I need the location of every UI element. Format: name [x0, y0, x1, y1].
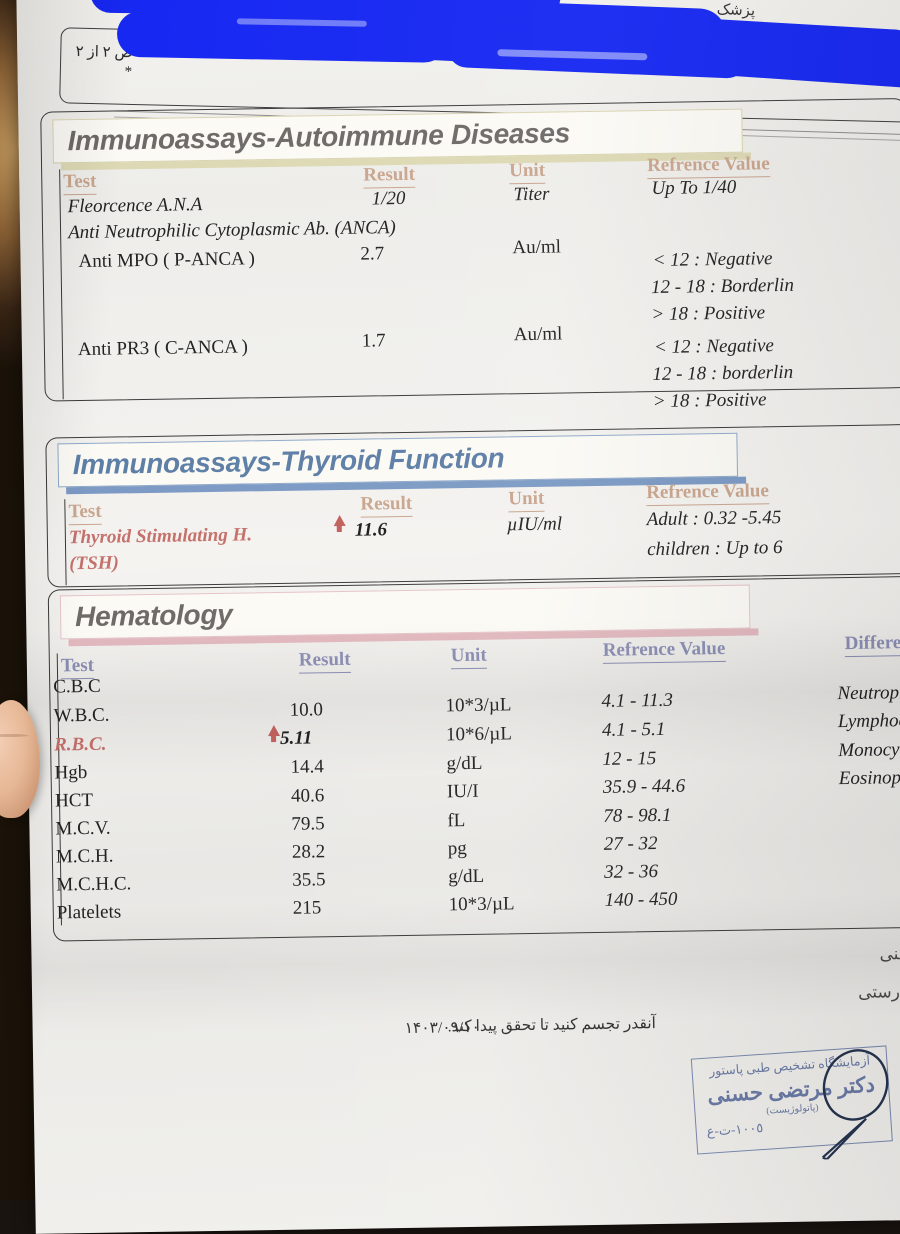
row-test: Fleorcence A.N.A	[67, 194, 203, 218]
row-differential: Monocytes	[838, 738, 900, 762]
page-indicator-label: ص ۲ از ۲	[75, 43, 133, 62]
footer-date: ۱۴۰۳/۰۹/۱۰	[404, 1018, 480, 1038]
col-head-result: Result	[360, 492, 413, 518]
row-result: 14.4	[290, 756, 324, 778]
margin-text-line2: ـدرستی	[857, 982, 900, 1002]
col-head-result: Result	[363, 163, 416, 189]
row-unit: g/dL	[448, 865, 485, 888]
row-result: 215	[292, 897, 322, 919]
row-result: 10.0	[289, 699, 324, 721]
row-test: W.B.C.	[53, 704, 110, 727]
row-reference: 4.1 - 5.1	[601, 718, 666, 741]
col-head-result: Result	[298, 648, 351, 674]
page-star: *	[124, 64, 133, 81]
row-result: 1.7	[361, 330, 386, 352]
lab-report-sheet: www.Pasteur ...teur56@yahoo.com ص ۲ از ۲…	[16, 0, 900, 1234]
row-reference: Adult : 0.32 -5.45	[646, 507, 782, 531]
row-result: 79.5	[291, 813, 325, 835]
row-result: 2.7	[360, 243, 385, 265]
row-reference: < 12 : Negative	[652, 248, 773, 272]
col-head-unit: Unit	[509, 159, 546, 185]
row-test-group: C.B.C	[53, 675, 101, 698]
doctor-fragment: پزشک	[716, 2, 756, 20]
row-test: Anti PR3 ( C-ANCA )	[77, 336, 249, 361]
row-unit: µIU/ml	[506, 513, 563, 536]
row-result: 11.6	[354, 519, 388, 541]
row-test: Platelets	[56, 901, 122, 924]
col-head-reference: Refrence Value	[602, 637, 726, 664]
section-title-thyroid: Immunoassays-Thyroid Function	[72, 442, 505, 481]
row-differential: Eosinophils	[838, 766, 900, 790]
row-unit: g/dL	[446, 752, 483, 775]
margin-text-line1: ـنی	[879, 944, 900, 964]
row-reference: 140 - 450	[604, 888, 678, 911]
col-head-unit: Unit	[508, 487, 545, 513]
row-reference: 78 - 98.1	[603, 804, 672, 827]
row-reference: 4.1 - 11.3	[601, 689, 674, 712]
row-reference: 12 - 18 : borderlin	[652, 361, 794, 386]
row-test: Thyroid Stimulating H.	[68, 524, 253, 549]
row-result: 5.11	[279, 727, 313, 749]
row-test: Hgb	[54, 761, 88, 784]
row-differential: Neutrophils	[837, 681, 900, 705]
high-flag-arrow-icon	[336, 524, 342, 533]
row-reference: < 12 : Negative	[653, 335, 775, 359]
col-head-reference: Refrence Value	[646, 153, 770, 180]
row-reference: children : Up to 6	[646, 537, 783, 561]
row-test: M.C.H.	[55, 845, 114, 868]
row-unit: Au/ml	[512, 236, 562, 259]
col-head-test: Test	[68, 500, 102, 526]
lab-stamp: آزمایشگاه تشخیص طبی پاستور دکتر مرتضی حس…	[690, 1045, 893, 1155]
col-head-test: Test	[63, 170, 97, 196]
row-test: R.B.C.	[53, 733, 107, 756]
page-indicator: ص ۲ از ۲ *	[75, 42, 133, 81]
sample-number: ۳	[164, 15, 182, 40]
row-reference: > 18 : Positive	[652, 389, 767, 413]
row-reference: 27 - 32	[603, 833, 658, 855]
row-reference: Up To 1/40	[651, 176, 737, 200]
row-test: M.C.H.C.	[56, 873, 132, 896]
letterhead-website: www.Pasteur	[185, 0, 314, 18]
row-unit: 10*3/µL	[445, 694, 512, 717]
row-reference: 12 - 18 : Borderlin	[650, 274, 795, 299]
sample-number-value: ۳	[168, 15, 178, 35]
row-differential: Lymphocytes	[837, 709, 900, 733]
header-right-fragment: روز	[767, 59, 792, 78]
row-test: M.C.V.	[55, 817, 111, 840]
col-head-unit: Unit	[450, 644, 487, 670]
row-unit: IU/I	[446, 780, 479, 803]
row-reference: > 18 : Positive	[651, 302, 766, 326]
row-reference: 35.9 - 44.6	[602, 775, 686, 798]
row-test-line2: (TSH)	[69, 552, 120, 575]
row-result: 40.6	[290, 785, 325, 807]
row-result: 35.5	[292, 869, 326, 891]
row-result: 1/20	[371, 187, 406, 210]
row-reference: 12 - 15	[602, 748, 657, 770]
row-unit: fL	[447, 810, 466, 832]
high-flag-arrow-icon	[271, 735, 277, 743]
row-result: 28.2	[291, 841, 326, 863]
row-unit: Titer	[513, 183, 550, 206]
row-reference: 32 - 36	[604, 861, 659, 883]
row-unit: 10*3/µL	[448, 893, 515, 916]
row-unit: Au/ml	[513, 323, 563, 346]
section-title-autoimmune: Immunoassays-Autoimmune Diseases	[67, 117, 571, 157]
section-title-hematology: Hematology	[74, 598, 233, 633]
row-test: Anti MPO ( P-ANCA )	[78, 248, 256, 273]
col-head-differential: Differential	[844, 631, 900, 658]
row-unit: 10*6/µL	[445, 723, 513, 746]
received-date-label: تاریخ پذیرش :	[535, 16, 624, 37]
row-unit: pg	[447, 838, 467, 860]
col-head-reference: Refrence Value	[646, 480, 770, 507]
row-test: HCT	[54, 789, 94, 812]
received-date-value: ۱۴۰۳/۰۸/۲۷	[456, 14, 533, 34]
